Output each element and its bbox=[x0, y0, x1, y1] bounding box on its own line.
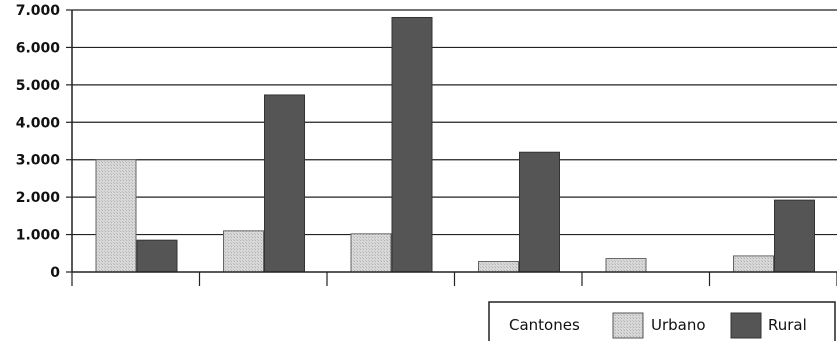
gridlines bbox=[72, 9, 837, 236]
legend-title: Cantones bbox=[509, 316, 580, 334]
bar-urbano-5 bbox=[605, 258, 647, 273]
y-tick-label: 5.000 bbox=[16, 78, 61, 94]
y-tick-label: 2.000 bbox=[16, 190, 61, 206]
y-axis: 0 1.000 2.000 3.000 4.000 5.000 6.000 7.000 bbox=[16, 3, 73, 281]
bars bbox=[95, 16, 815, 273]
bar-rural-2 bbox=[264, 94, 305, 273]
y-tick-label: 1.000 bbox=[16, 228, 61, 244]
y-tick-label: 6.000 bbox=[16, 40, 61, 56]
bar-urbano-6 bbox=[733, 255, 774, 273]
y-tick-label: 4.000 bbox=[16, 115, 61, 131]
bar-rural-1 bbox=[136, 239, 178, 273]
bar-urbano-1 bbox=[95, 159, 137, 273]
legend: Cantones Urbano Rural bbox=[488, 301, 836, 341]
y-tick-label: 7.000 bbox=[16, 3, 61, 19]
bar-urbano-3 bbox=[350, 233, 392, 273]
legend-label-urbano: Urbano bbox=[651, 316, 706, 334]
legend-swatch-rural bbox=[730, 312, 762, 339]
legend-swatch-urbano bbox=[612, 312, 644, 339]
y-tick-label: 3.000 bbox=[16, 153, 61, 169]
bar-urbano-4 bbox=[478, 261, 519, 273]
legend-label-rural: Rural bbox=[768, 316, 807, 334]
y-tick-label: 0 bbox=[50, 265, 60, 281]
x-axis bbox=[71, 271, 837, 286]
bar-rural-3 bbox=[391, 16, 433, 273]
bar-rural-6 bbox=[774, 199, 815, 273]
bar-rural-4 bbox=[519, 151, 560, 273]
legend-frame bbox=[488, 301, 836, 341]
bar-urbano-2 bbox=[223, 230, 264, 273]
